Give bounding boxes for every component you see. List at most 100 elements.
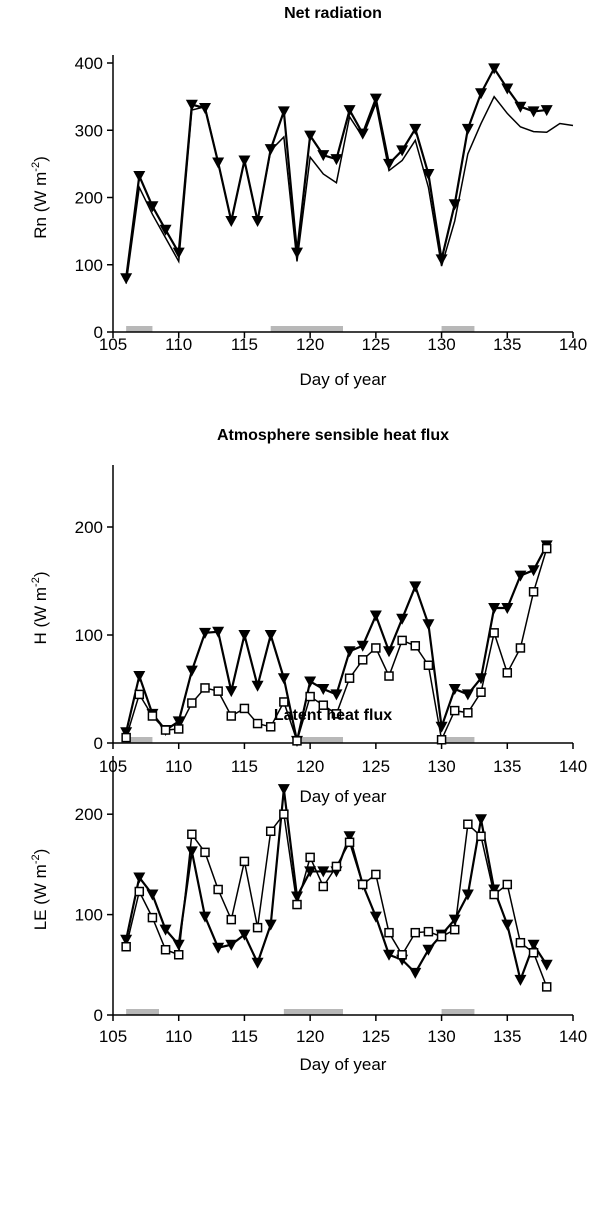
x-tick-label: 120: [296, 1027, 324, 1046]
triangle-marker: [343, 831, 356, 843]
triangle-marker: [133, 671, 146, 683]
triangle-marker: [225, 216, 238, 228]
square-marker: [265, 826, 276, 837]
y-tick-label: 200: [75, 518, 103, 537]
y-tick-label: 200: [75, 805, 103, 824]
triangle-marker: [475, 88, 487, 100]
x-tick-label: 120: [296, 757, 324, 776]
square-marker: [357, 879, 368, 890]
x-tick-label: 140: [559, 335, 587, 354]
panel: Latent heat flux 0 100 200 105 110 115 120 125 13…: [30, 707, 587, 1074]
triangle-marker: [383, 949, 395, 961]
square-marker: [265, 722, 276, 732]
triangle-marker: [422, 168, 435, 180]
x-tick-label: 105: [99, 335, 127, 354]
square-marker: [476, 831, 486, 842]
triangle-marker: [277, 784, 290, 796]
y-axis-label-part: LE (W m: [31, 864, 50, 930]
triangle-marker: [501, 919, 514, 931]
triangle-marker: [133, 170, 146, 182]
triangle-marker: [317, 150, 330, 162]
triangle-marker: [304, 676, 317, 688]
triangle-marker: [251, 680, 264, 692]
square-marker: [292, 736, 302, 746]
square-marker: [134, 689, 145, 700]
triangle-marker: [527, 106, 540, 118]
x-tick-label: 125: [362, 757, 390, 776]
triangle-marker: [396, 613, 409, 625]
triangle-marker: [146, 201, 159, 213]
triangle-marker: [185, 99, 198, 111]
triangle-marker: [527, 939, 540, 951]
square-marker: [318, 700, 329, 710]
y-tick-label: 100: [75, 906, 103, 925]
square-marker: [476, 687, 486, 697]
y-axis-label: Rn (W m-2): [30, 156, 50, 239]
y-axis-label-part: Rn (W m: [31, 172, 50, 239]
square-marker: [331, 861, 342, 872]
triangle-marker: [540, 105, 553, 117]
triangle-marker: [475, 814, 487, 826]
shaded-period: [126, 1009, 159, 1015]
y-tick-label: 0: [94, 323, 103, 342]
square-marker: [528, 587, 539, 597]
x-tick-label: 135: [493, 757, 521, 776]
triangle-marker: [172, 939, 185, 951]
panel: Net radiation 0 100 200 300 400 105 110 115 120 12…: [30, 5, 587, 389]
square-marker: [134, 886, 145, 897]
triangle-marker: [120, 934, 133, 946]
triangle-marker: [343, 105, 356, 117]
triangle-marker: [199, 911, 211, 923]
triangle-marker: [199, 627, 211, 639]
square-marker: [463, 819, 473, 829]
square-marker: [384, 927, 394, 938]
triangle-marker: [461, 123, 474, 135]
x-tick-label: 135: [493, 1027, 521, 1046]
square-marker: [147, 711, 158, 721]
y-axis-label-part: H (W m: [31, 587, 50, 645]
triangle-marker: [251, 216, 264, 228]
square-marker: [147, 912, 158, 923]
x-tick-label: 140: [559, 757, 587, 776]
square-marker: [344, 837, 355, 848]
x-axis-label: Day of year: [300, 1055, 387, 1074]
shaded-period: [126, 737, 153, 743]
square-marker: [252, 718, 263, 729]
x-tick-label: 135: [493, 335, 521, 354]
square-marker: [371, 869, 381, 880]
square-marker: [200, 683, 210, 693]
triangle-marker: [488, 603, 501, 614]
square-marker: [515, 937, 526, 948]
square-marker: [292, 899, 302, 910]
triangle-marker: [291, 247, 303, 259]
square-marker: [502, 879, 513, 890]
triangle-marker: [304, 130, 317, 142]
triangle-marker: [527, 565, 540, 577]
triangle-marker: [330, 154, 343, 166]
x-tick-label: 110: [165, 1027, 192, 1046]
triangle-marker: [514, 974, 527, 986]
triangle-marker: [369, 93, 382, 105]
square-marker: [331, 709, 342, 719]
square-marker: [173, 724, 184, 734]
shaded-period: [297, 737, 343, 743]
triangle-marker: [343, 646, 356, 658]
square-marker: [226, 914, 237, 925]
square-marker: [252, 922, 263, 933]
square-marker: [213, 686, 223, 696]
square-marker: [305, 691, 315, 702]
triangle-marker: [488, 63, 501, 75]
x-tick-label: 130: [427, 1027, 455, 1046]
triangle-marker: [448, 914, 461, 926]
triangle-marker: [330, 689, 343, 701]
shaded-period: [270, 326, 343, 332]
square-marker: [187, 698, 197, 708]
x-tick-label: 115: [231, 335, 258, 354]
square-marker: [121, 941, 131, 952]
square-marker: [344, 673, 355, 683]
shaded-period: [283, 1009, 343, 1015]
shaded-period: [126, 326, 153, 332]
triangle-marker: [369, 610, 382, 622]
triangle-marker: [383, 158, 395, 170]
triangle-marker: [172, 716, 185, 728]
